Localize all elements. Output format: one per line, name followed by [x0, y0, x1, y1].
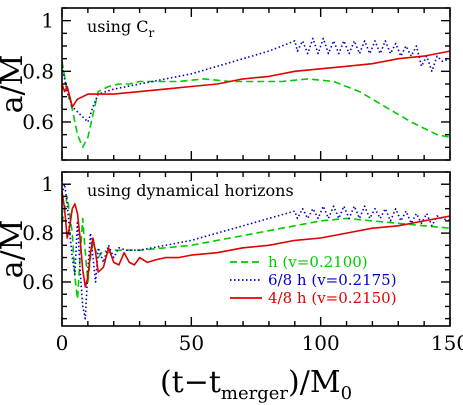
series-line-0 — [62, 195, 450, 300]
x-tick-label: 100 — [302, 331, 340, 355]
panel-annotation: using Cr — [87, 17, 155, 40]
y-tick-label: 0.6 — [22, 110, 54, 134]
x-tick-label: 150 — [431, 331, 463, 355]
y-tick-label: 0.8 — [22, 59, 54, 83]
series-group — [62, 183, 450, 320]
y-tick-label: 1 — [41, 9, 54, 33]
bottom-panel: 0.6 0.8 1 0 50 100 150 a/M using dynamical horiz… — [0, 171, 463, 404]
x-tick-label: 0 — [56, 331, 69, 355]
series-line-1 — [62, 37, 450, 123]
y-tick-label: 1 — [41, 172, 54, 196]
y-axis-label: a/M — [0, 55, 30, 114]
axes-frame — [61, 171, 451, 327]
y-tick-label: 0.6 — [22, 270, 54, 294]
top-panel: 0.6 0.8 1 a/M using Cr — [0, 7, 451, 161]
x-tick-label: 50 — [179, 331, 204, 355]
series-line-0 — [62, 61, 450, 149]
series-line-1 — [62, 183, 450, 320]
legend-label: 6/8 h (v=0.2175) — [268, 271, 397, 289]
y-axis-label: a/M — [0, 220, 30, 279]
x-axis-label: (t−tmerger)/M0 — [160, 365, 352, 404]
panel-annotation: using dynamical horizons — [87, 181, 294, 200]
y-tick-label: 0.8 — [22, 221, 54, 245]
series-line-2 — [62, 191, 450, 288]
legend-label: 4/8 h (v=0.2150) — [268, 289, 397, 307]
series-group — [62, 37, 450, 149]
legend-label: h (v=0.2100) — [268, 253, 368, 271]
series-line-2 — [62, 50, 450, 108]
